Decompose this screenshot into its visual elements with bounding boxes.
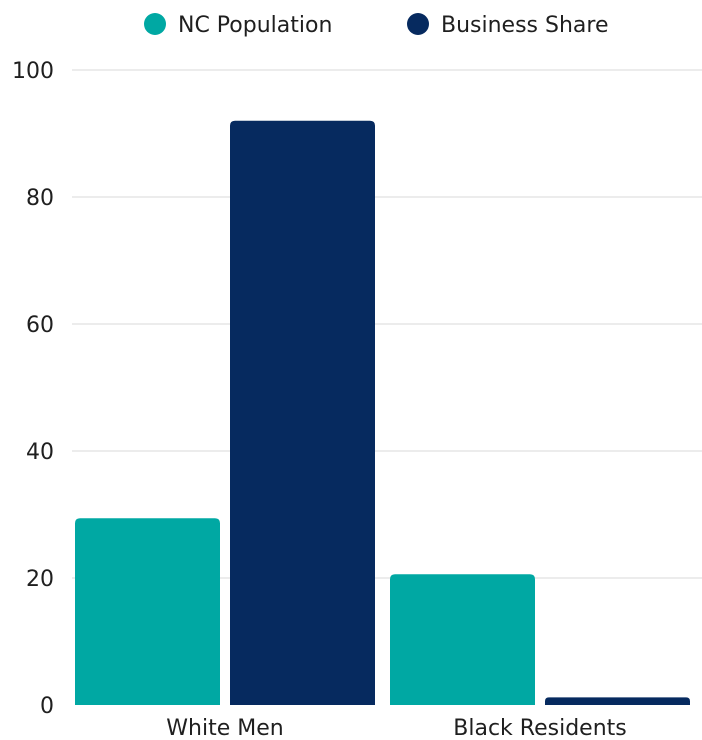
bar-black-residents-business-share[interactable] [545,697,690,705]
x-axis-ticks: White Men Black Residents [166,716,626,740]
y-tick-label: 100 [12,59,54,84]
legend-label: Business Share [441,13,609,38]
y-axis-ticks: 0 20 40 60 80 100 [12,59,54,719]
y-tick-label: 40 [26,440,54,465]
legend-swatch [407,13,429,35]
x-tick-label: Black Residents [453,716,626,740]
bar-white-men-nc-population[interactable] [75,518,220,705]
bars [75,120,690,706]
legend-item-nc-population[interactable]: NC Population [144,13,332,38]
bar-white-men-business-share[interactable] [230,120,375,706]
legend: NC Population Business Share [144,13,609,38]
x-tick-label: White Men [166,716,283,740]
legend-item-business-share[interactable]: Business Share [407,13,609,38]
y-tick-label: 80 [26,186,54,211]
legend-swatch [144,13,166,35]
gridlines [72,69,702,579]
y-tick-label: 20 [26,567,54,592]
y-tick-label: 60 [26,313,54,338]
bar-black-residents-nc-population[interactable] [390,574,535,705]
legend-label: NC Population [178,13,332,38]
y-tick-label: 0 [40,694,54,719]
